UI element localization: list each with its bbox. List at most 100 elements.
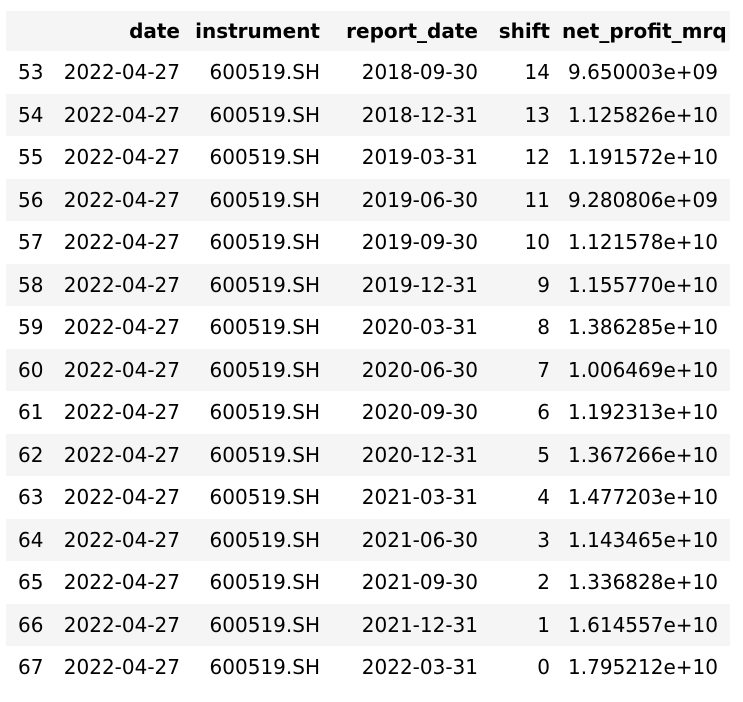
cell-report-date: 2019-06-30	[361, 187, 478, 212]
cell-net-profit-mrq: 1.367266e+10	[568, 442, 718, 467]
cell-index: 59	[18, 315, 44, 339]
cell-shift: 3	[537, 527, 550, 552]
cell-index: 66	[18, 612, 44, 637]
cell-date: 2022-04-27	[63, 570, 180, 594]
cell-net-profit-mrq: 1.614557e+10	[568, 612, 718, 637]
cell-instrument: 600519.SH	[209, 485, 320, 509]
cell-net-profit-mrq: 1.192313e+10	[568, 400, 718, 424]
cell-index: 62	[18, 442, 44, 467]
cell-shift: 14	[524, 60, 550, 84]
table-header: date instrument report_date shift net_pr…	[6, 11, 730, 51]
cell-instrument: 600519.SH	[209, 102, 320, 127]
table-row: 60 2022-04-27 600519.SH 2020-06-30 7 1.006469…	[6, 348, 730, 391]
header-report-date: report_date	[332, 11, 490, 51]
table-row: 59 2022-04-27 600519.SH 2020-03-31 8 1.386285…	[6, 306, 730, 349]
cell-date: 2022-04-27	[63, 187, 180, 212]
cell-shift: 2	[537, 570, 550, 594]
cell-report-date: 2019-03-31	[361, 145, 478, 169]
table-row: 64 2022-04-27 600519.SH 2021-06-30 3 1.143465…	[6, 518, 730, 561]
cell-shift: 4	[537, 485, 550, 509]
header-row: date instrument report_date shift net_pr…	[6, 11, 730, 51]
cell-instrument: 600519.SH	[209, 60, 320, 84]
cell-shift: 5	[537, 442, 550, 467]
cell-date: 2022-04-27	[63, 527, 180, 552]
cell-net-profit-mrq: 1.121578e+10	[568, 230, 718, 254]
cell-shift: 1	[537, 612, 550, 637]
header-date: date	[56, 11, 192, 51]
cell-net-profit-mrq: 9.650003e+09	[568, 60, 718, 84]
cell-date: 2022-04-27	[63, 145, 180, 169]
cell-index: 65	[18, 570, 44, 594]
cell-instrument: 600519.SH	[209, 272, 320, 297]
table-row: 57 2022-04-27 600519.SH 2019-09-30 10 1.12157…	[6, 221, 730, 264]
cell-net-profit-mrq: 9.280806e+09	[568, 187, 718, 212]
cell-date: 2022-04-27	[63, 400, 180, 424]
header-shift: shift	[490, 11, 562, 51]
cell-index: 58	[18, 272, 44, 297]
cell-shift: 0	[537, 655, 550, 679]
table-row: 56 2022-04-27 600519.SH 2019-06-30 11 9.28080…	[6, 178, 730, 221]
cell-date: 2022-04-27	[63, 442, 180, 467]
cell-report-date: 2021-06-30	[361, 527, 478, 552]
cell-net-profit-mrq: 1.795212e+10	[568, 655, 718, 679]
cell-net-profit-mrq: 1.143465e+10	[568, 527, 718, 552]
cell-index: 63	[18, 485, 44, 509]
table-row: 58 2022-04-27 600519.SH 2019-12-31 9 1.155770…	[6, 263, 730, 306]
table-row: 63 2022-04-27 600519.SH 2021-03-31 4 1.477203…	[6, 476, 730, 519]
cell-report-date: 2021-12-31	[361, 612, 478, 637]
table-row: 54 2022-04-27 600519.SH 2018-12-31 13 1.12582…	[6, 93, 730, 136]
cell-index: 57	[18, 230, 44, 254]
table-row: 55 2022-04-27 600519.SH 2019-03-31 12 1.19157…	[6, 136, 730, 179]
cell-date: 2022-04-27	[63, 357, 180, 382]
cell-instrument: 600519.SH	[209, 357, 320, 382]
cell-report-date: 2020-06-30	[361, 357, 478, 382]
header-instrument: instrument	[192, 11, 332, 51]
header-index	[6, 11, 56, 51]
cell-date: 2022-04-27	[63, 60, 180, 84]
cell-index: 54	[18, 102, 44, 127]
cell-shift: 10	[524, 230, 550, 254]
cell-instrument: 600519.SH	[209, 655, 320, 679]
cell-net-profit-mrq: 1.477203e+10	[568, 485, 718, 509]
table-row: 53 2022-04-27 600519.SH 2018-09-30 14 9.65000…	[6, 51, 730, 94]
cell-shift: 13	[524, 102, 550, 127]
dataframe-output: date instrument report_date shift net_pr…	[6, 11, 730, 689]
cell-instrument: 600519.SH	[209, 442, 320, 467]
table-body: 53 2022-04-27 600519.SH 2018-09-30 14 9.65000…	[6, 51, 730, 689]
header-net-profit-mrq: net_profit_mrq	[562, 11, 730, 51]
cell-report-date: 2019-12-31	[361, 272, 478, 297]
cell-instrument: 600519.SH	[209, 145, 320, 169]
cell-report-date: 2022-03-31	[361, 655, 478, 679]
cell-date: 2022-04-27	[63, 315, 180, 339]
cell-instrument: 600519.SH	[209, 400, 320, 424]
cell-net-profit-mrq: 1.125826e+10	[568, 102, 718, 127]
cell-date: 2022-04-27	[63, 230, 180, 254]
cell-net-profit-mrq: 1.155770e+10	[568, 272, 718, 297]
cell-date: 2022-04-27	[63, 485, 180, 509]
cell-report-date: 2020-03-31	[361, 315, 478, 339]
table-row: 61 2022-04-27 600519.SH 2020-09-30 6 1.192313…	[6, 391, 730, 434]
cell-index: 64	[18, 527, 44, 552]
cell-index: 55	[18, 145, 44, 169]
cell-report-date: 2020-09-30	[361, 400, 478, 424]
cell-index: 60	[18, 357, 44, 382]
cell-index: 53	[18, 60, 44, 84]
cell-date: 2022-04-27	[63, 655, 180, 679]
cell-index: 67	[18, 655, 44, 679]
cell-date: 2022-04-27	[63, 612, 180, 637]
table-row: 62 2022-04-27 600519.SH 2020-12-31 5 1.367266…	[6, 433, 730, 476]
cell-date: 2022-04-27	[63, 272, 180, 297]
cell-instrument: 600519.SH	[209, 570, 320, 594]
cell-shift: 11	[524, 187, 550, 212]
cell-index: 56	[18, 187, 44, 212]
cell-instrument: 600519.SH	[209, 230, 320, 254]
cell-index: 61	[18, 400, 44, 424]
cell-net-profit-mrq: 1.386285e+10	[568, 315, 718, 339]
cell-instrument: 600519.SH	[209, 527, 320, 552]
cell-net-profit-mrq: 1.006469e+10	[568, 357, 718, 382]
dataframe-table: date instrument report_date shift net_pr…	[6, 11, 730, 689]
cell-shift: 8	[537, 315, 550, 339]
cell-report-date: 2021-09-30	[361, 570, 478, 594]
cell-net-profit-mrq: 1.336828e+10	[568, 570, 718, 594]
cell-instrument: 600519.SH	[209, 612, 320, 637]
